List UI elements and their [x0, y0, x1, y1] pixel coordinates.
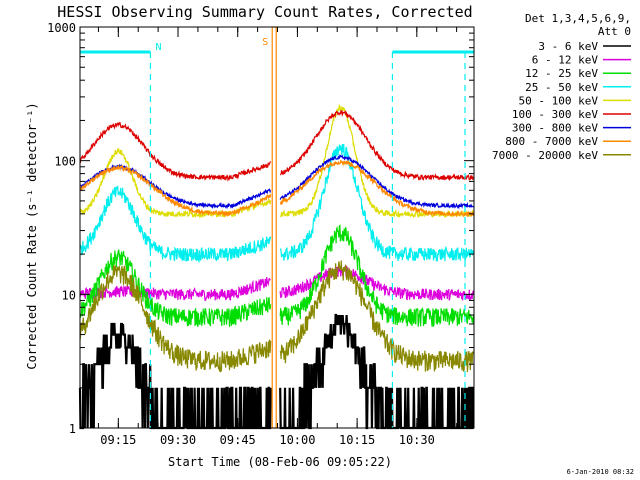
legend-label: 100 - 300 keV [512, 108, 598, 121]
series-line-800-7000keV-seg0 [79, 163, 272, 218]
series-line-800-7000keV-seg1 [279, 159, 475, 218]
series-line-100-300keV-seg1 [280, 109, 475, 182]
legend-label: 6 - 12 keV [532, 54, 599, 67]
legend-label: 800 - 7000 keV [505, 135, 598, 148]
x-axis-label: Start Time (08-Feb-06 09:05:22) [168, 455, 392, 469]
generation-timestamp: 6-Jan-2010 08:32 [567, 468, 634, 476]
legend-header-line2: Att 0 [598, 25, 631, 38]
x-tick-label: 10:15 [339, 433, 375, 447]
series-line-7000-20000keV-seg0 [79, 264, 272, 373]
legend-label: 50 - 100 keV [519, 94, 599, 107]
series-line-50-100keV-seg1 [279, 103, 475, 219]
series-line-25-50keV-seg0 [79, 184, 272, 264]
series-line-7000-20000keV-seg1 [279, 260, 475, 373]
y-axis-label: Corrected Count Rate (s⁻¹ detector⁻¹) [25, 102, 39, 369]
plot-frame [79, 26, 475, 429]
x-tick-label: 09:15 [100, 433, 136, 447]
night-flag-label: N [155, 42, 161, 53]
series-line-12-25keV-seg0 [79, 249, 272, 327]
y-tick-label: 10 [62, 288, 76, 302]
x-tick-label: 09:45 [220, 433, 256, 447]
legend-label: 25 - 50 keV [525, 81, 598, 94]
legend-label: 300 - 800 keV [512, 122, 598, 135]
x-tick-label: 10:00 [279, 433, 315, 447]
series-line-25-50keV-seg1 [279, 143, 475, 262]
saa-flag-label: S [262, 37, 268, 48]
y-tick-label: 100 [54, 155, 76, 169]
legend-header-line1: Det 1,3,4,5,6,9, [525, 12, 631, 25]
y-tick-label: 1000 [47, 21, 76, 35]
series-line-300-800keV-seg1 [279, 154, 474, 210]
series-line-100-300keV-seg0 [79, 121, 272, 182]
y-tick-label: 1 [69, 422, 76, 436]
legend-label: 7000 - 20000 keV [492, 149, 598, 162]
x-tick-label: 09:30 [160, 433, 196, 447]
series-line-12-25keV-seg1 [279, 224, 475, 327]
x-tick-label: 10:30 [399, 433, 435, 447]
legend-label: 12 - 25 keV [525, 67, 598, 80]
series-line-6-12keV-seg0 [79, 277, 271, 302]
legend-label: 3 - 6 keV [538, 40, 598, 53]
axis-layer: 1 10 100 1000 09:15 09:30 09:45 10:00 10:15 10:30 [47, 21, 474, 447]
chart-title: HESSI Observing Summary Count Rates, Cor… [57, 3, 472, 21]
